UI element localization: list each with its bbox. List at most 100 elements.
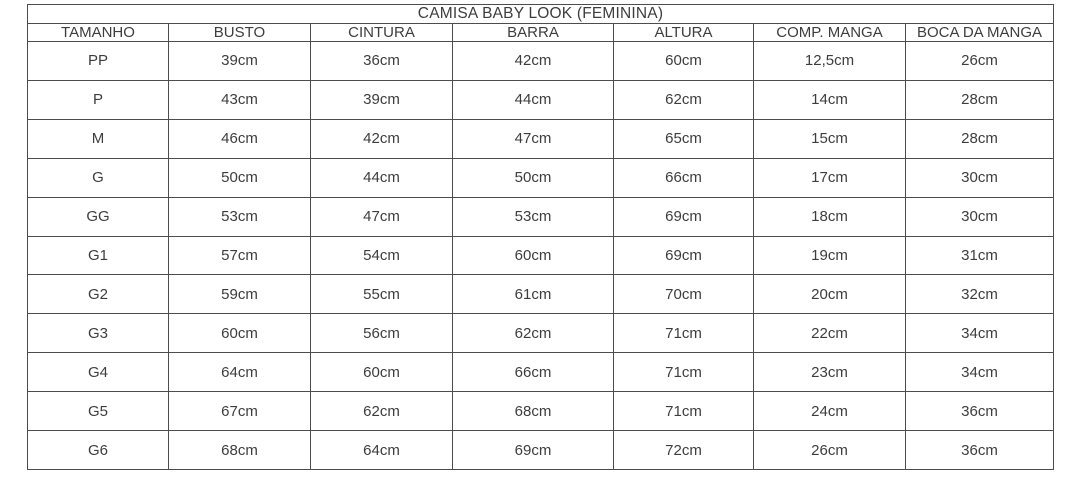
cell-barra: 53cm: [452, 196, 614, 237]
cell-barra: 62cm: [452, 313, 614, 354]
cell-barra: 68cm: [452, 391, 614, 432]
cell-comp-manga: 14cm: [753, 79, 906, 120]
header-row: TAMANHO BUSTO CINTURA BARRA ALTURA COMP.…: [27, 23, 1055, 42]
table-row-gg: GG 53cm 47cm 53cm 69cm 18cm 30cm: [27, 196, 1055, 237]
cell-comp-manga: 22cm: [753, 313, 906, 354]
cell-size: PP: [27, 41, 169, 81]
cell-cintura: 62cm: [310, 391, 453, 432]
cell-boca-manga: 32cm: [904, 274, 1055, 315]
cell-cintura: 55cm: [310, 274, 453, 315]
cell-altura: 62cm: [613, 79, 754, 120]
cell-boca-manga: 30cm: [904, 196, 1055, 237]
cell-comp-manga: 24cm: [753, 391, 906, 432]
table-row-g5: G5 67cm 62cm 68cm 71cm 24cm 36cm: [27, 391, 1055, 432]
cell-altura: 66cm: [613, 157, 754, 198]
cell-size: G2: [27, 274, 169, 315]
cell-size: G: [27, 157, 169, 198]
column-header-busto: BUSTO: [168, 23, 311, 42]
size-chart-table: CAMISA BABY LOOK (FEMININA) TAMANHO BUST…: [26, 4, 1055, 470]
cell-cintura: 54cm: [310, 235, 453, 276]
cell-comp-manga: 19cm: [753, 235, 906, 276]
cell-busto: 57cm: [168, 235, 311, 276]
cell-barra: 66cm: [452, 352, 614, 393]
size-chart: CAMISA BABY LOOK (FEMININA) TAMANHO BUST…: [26, 4, 1055, 470]
column-header-altura: ALTURA: [613, 23, 754, 42]
cell-boca-manga: 28cm: [904, 79, 1055, 120]
cell-size: G6: [27, 430, 169, 470]
cell-comp-manga: 18cm: [753, 196, 906, 237]
title-row: CAMISA BABY LOOK (FEMININA): [26, 4, 1055, 24]
table-row-g2: G2 59cm 55cm 61cm 70cm 20cm 32cm: [27, 274, 1055, 315]
column-header-barra: BARRA: [452, 23, 614, 42]
cell-size: G4: [27, 352, 169, 393]
cell-cintura: 44cm: [310, 157, 453, 198]
cell-size: G5: [27, 391, 169, 432]
cell-busto: 60cm: [168, 313, 311, 354]
cell-altura: 60cm: [613, 41, 754, 81]
cell-busto: 50cm: [168, 157, 311, 198]
table-row-g: G 50cm 44cm 50cm 66cm 17cm 30cm: [27, 157, 1055, 198]
cell-comp-manga: 26cm: [753, 430, 906, 470]
table-row-g1: G1 57cm 54cm 60cm 69cm 19cm 31cm: [27, 235, 1055, 276]
column-header-boca-da-manga: BOCA DA MANGA: [904, 23, 1055, 42]
cell-altura: 71cm: [613, 313, 754, 354]
cell-barra: 44cm: [452, 79, 614, 120]
column-header-comp-manga: COMP. MANGA: [753, 23, 906, 42]
cell-busto: 46cm: [168, 118, 311, 159]
cell-barra: 47cm: [452, 118, 614, 159]
column-header-cintura: CINTURA: [310, 23, 453, 42]
cell-cintura: 56cm: [310, 313, 453, 354]
cell-altura: 69cm: [613, 235, 754, 276]
cell-size: GG: [27, 196, 169, 237]
cell-comp-manga: 17cm: [753, 157, 906, 198]
cell-boca-manga: 36cm: [904, 391, 1055, 432]
cell-cintura: 47cm: [310, 196, 453, 237]
table-row-p: P 43cm 39cm 44cm 62cm 14cm 28cm: [27, 79, 1055, 120]
cell-boca-manga: 34cm: [904, 352, 1055, 393]
table-row-m: M 46cm 42cm 47cm 65cm 15cm 28cm: [27, 118, 1055, 159]
cell-cintura: 39cm: [310, 79, 453, 120]
cell-boca-manga: 31cm: [904, 235, 1055, 276]
table-row-g4: G4 64cm 60cm 66cm 71cm 23cm 34cm: [27, 352, 1055, 393]
cell-cintura: 64cm: [310, 430, 453, 470]
cell-altura: 69cm: [613, 196, 754, 237]
cell-size: M: [27, 118, 169, 159]
cell-barra: 69cm: [452, 430, 614, 470]
cell-boca-manga: 26cm: [904, 41, 1055, 81]
cell-comp-manga: 15cm: [753, 118, 906, 159]
cell-barra: 42cm: [452, 41, 614, 81]
cell-busto: 68cm: [168, 430, 311, 470]
table-title: CAMISA BABY LOOK (FEMININA): [26, 4, 1055, 24]
cell-cintura: 36cm: [310, 41, 453, 81]
cell-altura: 72cm: [613, 430, 754, 470]
cell-cintura: 42cm: [310, 118, 453, 159]
cell-comp-manga: 23cm: [753, 352, 906, 393]
table-head: CAMISA BABY LOOK (FEMININA) TAMANHO BUST…: [26, 4, 1055, 42]
table-body: PP 39cm 36cm 42cm 60cm 12,5cm 26cm P 43c…: [27, 41, 1055, 470]
cell-busto: 67cm: [168, 391, 311, 432]
cell-barra: 61cm: [452, 274, 614, 315]
cell-busto: 43cm: [168, 79, 311, 120]
table-row-g6: G6 68cm 64cm 69cm 72cm 26cm 36cm: [27, 430, 1055, 470]
table-row-g3: G3 60cm 56cm 62cm 71cm 22cm 34cm: [27, 313, 1055, 354]
cell-altura: 65cm: [613, 118, 754, 159]
cell-altura: 71cm: [613, 391, 754, 432]
cell-busto: 59cm: [168, 274, 311, 315]
cell-barra: 60cm: [452, 235, 614, 276]
cell-busto: 64cm: [168, 352, 311, 393]
cell-barra: 50cm: [452, 157, 614, 198]
cell-boca-manga: 28cm: [904, 118, 1055, 159]
cell-boca-manga: 36cm: [904, 430, 1055, 470]
cell-altura: 71cm: [613, 352, 754, 393]
cell-comp-manga: 12,5cm: [753, 41, 906, 81]
cell-busto: 39cm: [168, 41, 311, 81]
table-row-pp: PP 39cm 36cm 42cm 60cm 12,5cm 26cm: [27, 41, 1055, 81]
cell-comp-manga: 20cm: [753, 274, 906, 315]
cell-busto: 53cm: [168, 196, 311, 237]
cell-boca-manga: 34cm: [904, 313, 1055, 354]
cell-size: G1: [27, 235, 169, 276]
cell-boca-manga: 30cm: [904, 157, 1055, 198]
cell-cintura: 60cm: [310, 352, 453, 393]
cell-size: P: [27, 79, 169, 120]
cell-size: G3: [27, 313, 169, 354]
